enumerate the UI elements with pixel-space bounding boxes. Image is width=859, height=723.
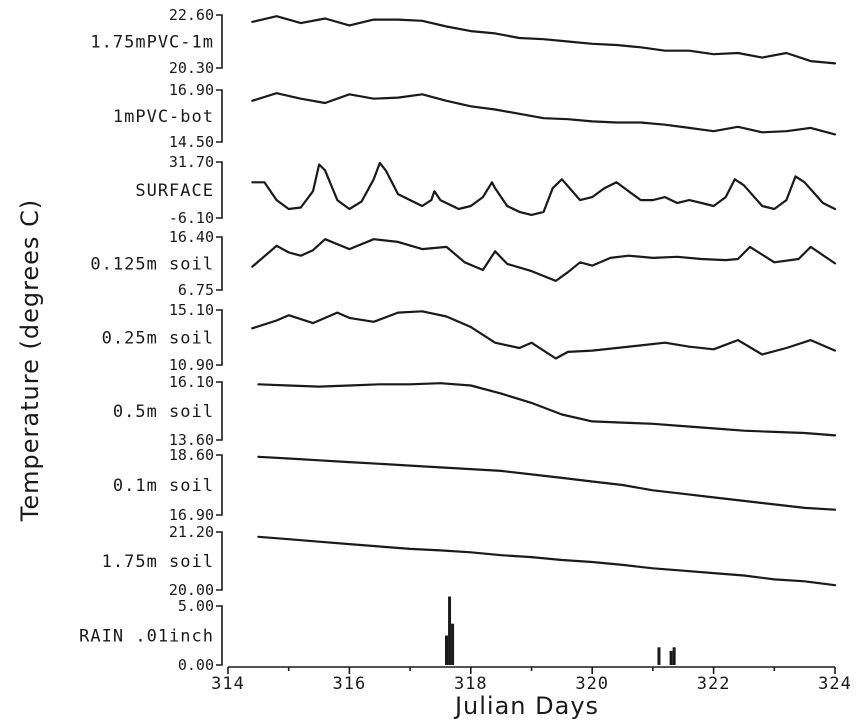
panel-5: 16.10 0.5m soil 13.60 [113, 373, 837, 449]
series-line [257, 535, 837, 587]
series-line [251, 92, 837, 136]
panel-axis-bracket [216, 605, 223, 666]
x-tick-label: 314 [211, 674, 245, 694]
panel-name-label: 0.25m soil [102, 329, 214, 349]
series-line [251, 238, 837, 282]
series-line [251, 310, 837, 360]
panel-axis-bracket [216, 454, 223, 516]
panel-min-label: 0.00 [178, 656, 214, 674]
panel-axis-bracket [216, 381, 223, 441]
panel-1: 16.90 1mPVC-bot 14.50 [113, 81, 837, 151]
panel-min-label: -6.10 [169, 209, 214, 227]
panel-name-label: 1mPVC-bot [113, 107, 214, 127]
rain-bar [448, 596, 452, 665]
panel-axis-bracket [216, 89, 223, 143]
x-axis: 314 316 318 320 322 324 [211, 666, 852, 694]
panel-axis-bracket [216, 161, 223, 219]
panel-max-label: 16.10 [169, 373, 214, 391]
panel-axis-bracket [216, 309, 223, 366]
panel-max-label: 16.40 [169, 228, 214, 246]
rain-bar [445, 635, 449, 665]
panel-name-label: 1.75mPVC-1m [90, 33, 214, 53]
panel-8: 5.00 RAIN .01inch 0.00 [79, 596, 676, 674]
panel-axis-bracket [216, 531, 223, 591]
panel-min-label: 10.90 [169, 356, 214, 374]
panel-name-label: SURFACE [135, 181, 214, 201]
panel-3: 16.40 0.125m soil 6.75 [90, 228, 837, 299]
panel-min-label: 20.30 [169, 59, 214, 77]
panel-2: 31.70 SURFACE -6.10 [135, 153, 837, 227]
panel-7: 21.20 1.75m soil 20.00 [102, 523, 837, 599]
series-line [251, 15, 837, 65]
panel-max-label: 31.70 [169, 153, 214, 171]
series-line [251, 161, 837, 216]
x-axis-title: Julian Days [453, 692, 599, 720]
panel-name-label: 0.125m soil [90, 255, 214, 275]
panel-max-label: 18.60 [169, 446, 214, 464]
x-tick-label: 316 [333, 674, 367, 694]
x-tick-label: 324 [818, 674, 852, 694]
rain-bar [669, 650, 673, 665]
panel-min-label: 13.60 [169, 431, 214, 449]
x-tick-label: 320 [575, 674, 609, 694]
panel-6: 18.60 0.1m soil 16.90 [113, 446, 837, 524]
panel-max-label: 21.20 [169, 523, 214, 541]
x-tick-label: 318 [454, 674, 488, 694]
panel-max-label: 15.10 [169, 301, 214, 319]
rain-bar [672, 647, 676, 665]
panel-name-label: RAIN .01inch [79, 627, 214, 647]
x-tick-label: 322 [697, 674, 731, 694]
series-line [257, 382, 837, 437]
panel-0: 22.60 1.75mPVC-1m 20.30 [90, 6, 837, 77]
panel-name-label: 0.1m soil [113, 476, 214, 496]
chart-panels: 22.60 1.75mPVC-1m 20.30 16.90 1mPVC-bot 14.50… [79, 6, 837, 674]
panel-min-label: 16.90 [169, 506, 214, 524]
panel-max-label: 22.60 [169, 6, 214, 24]
rain-bar [451, 623, 455, 665]
panel-min-label: 6.75 [178, 281, 214, 299]
panel-max-label: 5.00 [178, 597, 214, 615]
panel-min-label: 14.50 [169, 133, 214, 151]
rain-bar [657, 647, 661, 665]
panel-axis-bracket [216, 236, 223, 291]
panel-max-label: 16.90 [169, 81, 214, 99]
series-line [257, 455, 837, 511]
panel-min-label: 20.00 [169, 581, 214, 599]
panel-name-label: 0.5m soil [113, 402, 214, 422]
panel-axis-bracket [216, 14, 223, 69]
y-axis-title: Temperature (degrees C) [16, 199, 44, 522]
panel-name-label: 1.75m soil [102, 552, 214, 572]
panel-4: 15.10 0.25m soil 10.90 [102, 301, 837, 374]
